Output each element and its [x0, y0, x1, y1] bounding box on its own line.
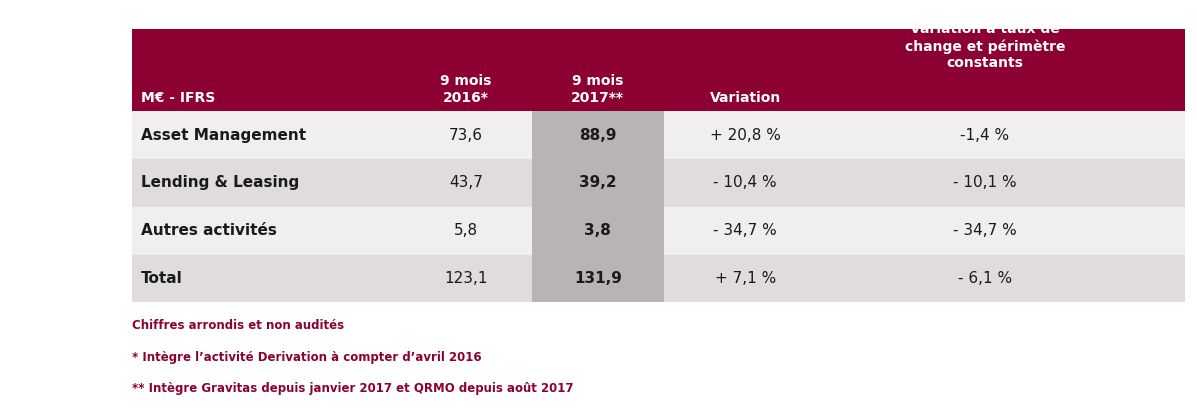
Text: 5,8: 5,8	[454, 223, 478, 238]
Text: - 6,1 %: - 6,1 %	[958, 271, 1011, 286]
Bar	[531, 159, 663, 207]
Text: M€ - IFRS: M€ - IFRS	[141, 91, 215, 105]
Text: - 34,7 %: - 34,7 %	[953, 223, 1016, 238]
Text: 73,6: 73,6	[449, 128, 484, 143]
Bar	[132, 111, 1185, 159]
Text: Total: Total	[141, 271, 183, 286]
Text: Autres activités: Autres activités	[141, 223, 278, 238]
Bar	[531, 207, 663, 255]
Text: -1,4 %: -1,4 %	[960, 128, 1009, 143]
Bar	[531, 255, 663, 302]
Text: 131,9: 131,9	[573, 271, 621, 286]
Text: 9 mois
2016*: 9 mois 2016*	[440, 74, 492, 105]
Text: 88,9: 88,9	[579, 128, 616, 143]
Text: - 34,7 %: - 34,7 %	[713, 223, 777, 238]
Text: Asset Management: Asset Management	[141, 128, 306, 143]
Text: 39,2: 39,2	[579, 176, 616, 190]
Text: Variation: Variation	[710, 91, 780, 105]
Bar	[132, 207, 1185, 255]
Text: ** Intègre Gravitas depuis janvier 2017 et QRMO depuis août 2017: ** Intègre Gravitas depuis janvier 2017 …	[132, 382, 573, 395]
Text: - 10,1 %: - 10,1 %	[953, 176, 1016, 190]
Text: Lending & Leasing: Lending & Leasing	[141, 176, 299, 190]
Text: 3,8: 3,8	[584, 223, 612, 238]
Text: * Intègre l’activité Derivation à compter d’avril 2016: * Intègre l’activité Derivation à compte…	[132, 351, 481, 364]
Text: + 7,1 %: + 7,1 %	[715, 271, 776, 286]
Bar	[531, 111, 663, 159]
Bar	[132, 29, 1185, 111]
Bar	[132, 255, 1185, 302]
Text: - 10,4 %: - 10,4 %	[713, 176, 777, 190]
Text: Variation à taux de
change et périmètre
constants: Variation à taux de change et périmètre …	[905, 22, 1065, 70]
Text: 123,1: 123,1	[444, 271, 488, 286]
Text: Chiffres arrondis et non audités: Chiffres arrondis et non audités	[132, 319, 344, 332]
Text: 9 mois
2017**: 9 mois 2017**	[571, 74, 625, 105]
Text: + 20,8 %: + 20,8 %	[710, 128, 780, 143]
Bar	[132, 159, 1185, 207]
Text: 43,7: 43,7	[449, 176, 484, 190]
